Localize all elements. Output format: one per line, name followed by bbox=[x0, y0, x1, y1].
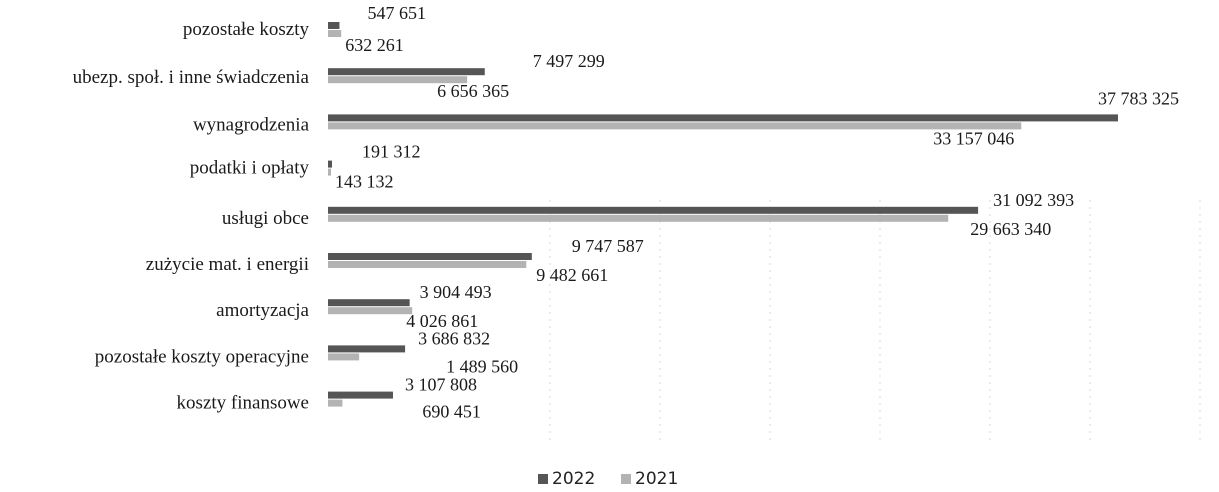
bar-2021 bbox=[328, 168, 331, 176]
bar-2022 bbox=[328, 253, 532, 260]
bar-2022 bbox=[328, 114, 1118, 122]
bar-2022 bbox=[328, 391, 393, 399]
data-label-2022: 31 092 393 bbox=[993, 190, 1074, 210]
category-label: pozostałe koszty operacyjne bbox=[95, 346, 309, 367]
legend-swatch-2022 bbox=[538, 474, 548, 484]
data-label-2022: 37 783 325 bbox=[1098, 88, 1179, 108]
data-label-2022: 3 107 808 bbox=[405, 375, 477, 395]
data-label-2022: 3 904 493 bbox=[420, 282, 492, 302]
category-labels: pozostałe koszty ubezp. społ. i inne świa… bbox=[73, 19, 310, 414]
data-label-2022: 9 747 587 bbox=[572, 236, 644, 256]
category-label: zużycie mat. i energii bbox=[146, 254, 309, 275]
bar-2021 bbox=[328, 307, 413, 315]
bar-2021 bbox=[328, 353, 360, 361]
legend-label-2022: 2022 bbox=[552, 469, 595, 489]
bar-2022 bbox=[328, 299, 410, 307]
legend-label-2021: 2021 bbox=[635, 469, 678, 489]
category-label: pozostałe koszty bbox=[183, 19, 310, 40]
bar-2021 bbox=[328, 76, 468, 84]
bar-2021 bbox=[328, 261, 527, 268]
value-labels: 547 651 632 261 7 497 299 6 656 365 37 783 3… bbox=[335, 3, 1179, 422]
legend: 2022 2021 bbox=[538, 469, 678, 489]
data-label-2022: 191 312 bbox=[362, 142, 421, 162]
data-label-2021: 4 026 861 bbox=[406, 311, 478, 331]
category-label: ubezp. społ. i inne świadczenia bbox=[73, 67, 310, 88]
data-label-2021: 690 451 bbox=[422, 402, 481, 422]
category-label: wynagrodzenia bbox=[193, 114, 310, 135]
legend-swatch-2021 bbox=[621, 474, 631, 484]
bar-2022 bbox=[328, 68, 485, 76]
data-label-2021: 143 132 bbox=[335, 172, 394, 192]
category-label: usługi obce bbox=[222, 208, 309, 229]
data-label-2022: 7 497 299 bbox=[533, 51, 605, 71]
data-label-2022: 547 651 bbox=[367, 3, 426, 23]
data-label-2021: 9 482 661 bbox=[536, 265, 608, 285]
data-label-2021: 29 663 340 bbox=[970, 219, 1051, 239]
data-label-2021: 1 489 560 bbox=[446, 356, 518, 376]
bar-2022 bbox=[328, 206, 979, 214]
data-label-2021: 33 157 046 bbox=[933, 128, 1014, 148]
bar-2021 bbox=[328, 122, 1022, 130]
category-label: amortyzacja bbox=[216, 300, 309, 321]
bar-2021 bbox=[328, 214, 949, 222]
category-label: podatki i opłaty bbox=[190, 158, 310, 179]
grid-lines bbox=[549, 200, 1201, 445]
bar-2021 bbox=[328, 30, 342, 37]
bar-2022 bbox=[328, 22, 340, 29]
bar-2021 bbox=[328, 399, 343, 407]
bar-2022 bbox=[328, 160, 333, 168]
bar-2022 bbox=[328, 345, 406, 353]
bars bbox=[328, 22, 1118, 407]
data-label-2021: 6 656 365 bbox=[437, 81, 509, 101]
category-label: koszty finansowe bbox=[177, 393, 309, 414]
data-label-2021: 632 261 bbox=[345, 35, 404, 55]
data-label-2022: 3 686 832 bbox=[418, 328, 490, 348]
